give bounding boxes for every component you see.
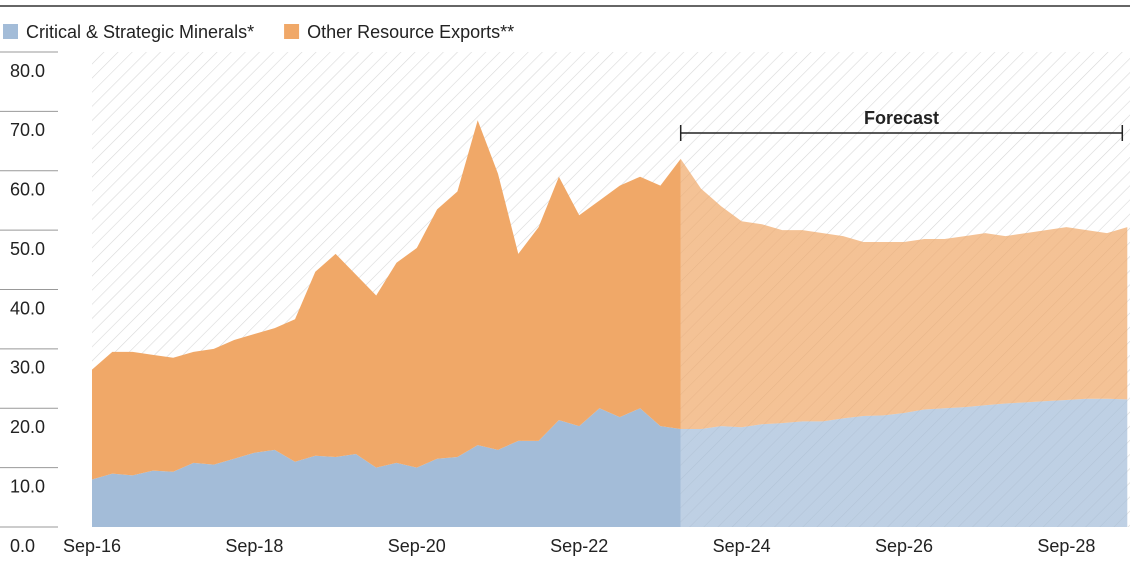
x-tick-label: Sep-18 [225, 536, 283, 556]
y-tick-label: 0.0 [10, 536, 35, 556]
y-tick-label: 60.0 [10, 180, 45, 200]
y-tick-label: 10.0 [10, 476, 45, 496]
legend-swatch [284, 24, 300, 39]
x-tick-label: Sep-24 [713, 536, 771, 556]
area [92, 120, 1128, 480]
legend-swatch [3, 24, 18, 39]
y-tick-label: 20.0 [10, 417, 45, 437]
y-tick-label: 40.0 [10, 298, 45, 318]
y-tick-label: 70.0 [10, 120, 45, 140]
area [92, 398, 1128, 527]
legend-label: Critical & Strategic Minerals* [26, 22, 254, 42]
y-tick-label: 50.0 [10, 239, 45, 259]
y-tick-label: 80.0 [10, 61, 45, 81]
x-tick-label: Sep-22 [550, 536, 608, 556]
x-tick-label: Sep-26 [875, 536, 933, 556]
x-tick-label: Sep-20 [388, 536, 446, 556]
x-tick-label: Sep-16 [63, 536, 121, 556]
forecast-label: Forecast [864, 108, 939, 128]
legend-label: Other Resource Exports** [307, 22, 514, 42]
y-tick-label: 30.0 [10, 358, 45, 378]
x-tick-label: Sep-28 [1037, 536, 1095, 556]
